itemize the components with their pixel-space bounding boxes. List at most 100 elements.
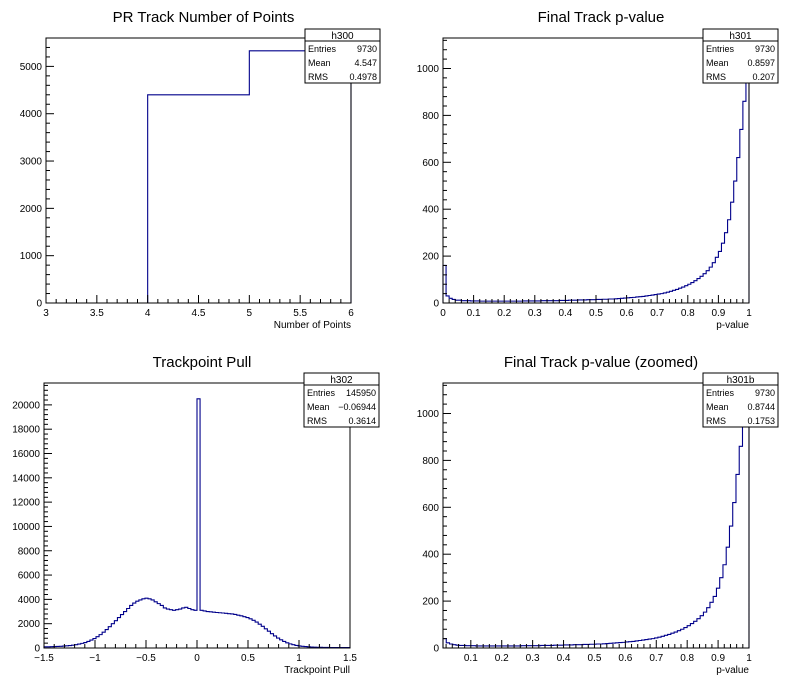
x-tick-label: 4.5 [192,308,206,319]
x-tick-label: −1.5 [34,653,54,664]
stats-value: 9730 [357,44,377,54]
x-axis-label: p-value [716,665,749,676]
y-tick-label: 14000 [12,473,40,484]
chart-pad-1: PR Track Number of Points 3 3.5 4 4.5 5 5.5 6Nu… [20,9,381,331]
x-tick-label: 0.4 [558,308,572,319]
stats-key: RMS [308,72,328,82]
x-tick-label: 0.1 [467,308,481,319]
x-tick-label: 0.1 [464,653,478,664]
stats-box-frame [702,372,779,428]
stats-key: Mean [706,402,729,412]
stats-box: h301b Entries 9730 Mean 0.8744 RMS 0.1753 [702,372,779,428]
stats-value: −0.06944 [338,402,376,412]
x-tick-label: 0.8 [681,308,695,319]
stats-key: RMS [706,72,726,82]
y-tick-label: 0 [34,644,40,655]
stats-histogram-name: h301 [729,31,752,42]
y-tick-label: 1000 [417,64,440,75]
stats-histogram-name: h300 [331,31,354,42]
x-tick-label: 0.5 [588,653,602,664]
y-tick-label: 600 [422,158,439,169]
stats-value: 0.8744 [747,402,775,412]
x-tick-label: 0.9 [711,308,725,319]
stats-value: 0.1753 [747,416,775,426]
stats-box: h302 Entries 145950 Mean −0.06944 RMS 0.3614 [303,372,380,428]
y-tick-label: 6000 [18,571,41,582]
y-tick-label: 400 [422,550,439,561]
x-tick-label: 0 [440,308,446,319]
stats-box-frame [702,28,779,84]
y-tick-label: 400 [422,205,439,216]
x-tick-label: 0.5 [241,653,255,664]
stats-histogram-name: h302 [330,375,353,386]
stats-value: 9730 [755,388,775,398]
y-tick-label: 800 [422,111,439,122]
chart-pad-4: Final Track p-value (zoomed) 0.1 0.2 0.3 0.4… [417,354,779,676]
stats-value: 4.547 [354,58,377,68]
y-tick-label: 200 [422,597,439,608]
stats-value: 0.3614 [348,416,376,426]
stats-key: Entries [706,388,735,398]
y-tick-label: 2000 [18,619,41,630]
x-tick-label: 1 [746,653,752,664]
histogram-line [43,398,351,649]
x-tick-label: 4 [145,308,151,319]
stats-value: 0.8597 [747,58,775,68]
y-tick-label: 4000 [18,595,41,606]
y-tick-label: 0 [433,299,439,310]
stats-key: Entries [706,44,735,54]
stats-key: Entries [308,44,337,54]
plot-frame [442,382,750,649]
stats-box: h300 Entries 9730 Mean 4.547 RMS 0.4978 [304,28,381,84]
x-tick-label: 0 [194,653,200,664]
stats-key: Mean [308,58,331,68]
x-tick-label: 3 [43,308,49,319]
x-tick-label: 1.5 [343,653,357,664]
chart-title: Final Track p-value (zoomed) [504,354,698,371]
y-tick-label: 3000 [20,157,43,168]
stats-box-frame [304,28,381,84]
x-tick-label: 0.2 [497,308,511,319]
y-tick-label: 10000 [12,522,40,533]
chart-title: PR Track Number of Points [113,9,295,26]
y-tick-label: 0 [433,644,439,655]
stats-value: 0.207 [752,72,775,82]
y-tick-label: 1000 [20,251,43,262]
x-tick-label: 0.9 [711,653,725,664]
y-tick-label: 1000 [417,409,440,420]
stats-key: Entries [307,388,336,398]
x-tick-label: 1 [746,308,752,319]
chart-title: Final Track p-value [538,9,665,26]
x-tick-label: 0.6 [620,308,634,319]
x-axis-label: p-value [716,320,749,331]
chart-pad-2: Final Track p-value 0 0.1 0.2 0.3 0.4 0.5 0.6 0.… [417,9,779,331]
x-tick-label: 0.3 [526,653,540,664]
x-tick-label: 5.5 [293,308,307,319]
x-tick-label: 1 [296,653,302,664]
x-tick-label: 0.8 [680,653,694,664]
x-tick-label: 0.4 [557,653,571,664]
x-tick-label: 3.5 [90,308,104,319]
chart-title: Trackpoint Pull [153,354,252,371]
x-tick-label: 5 [247,308,253,319]
x-tick-label: −0.5 [136,653,156,664]
stats-value: 9730 [755,44,775,54]
stats-box: h301 Entries 9730 Mean 0.8597 RMS 0.207 [702,28,779,84]
y-tick-label: 200 [422,252,439,263]
stats-value: 0.4978 [349,72,377,82]
y-tick-label: 16000 [12,449,40,460]
x-tick-label: 0.2 [495,653,509,664]
stats-key: RMS [706,416,726,426]
x-axis-label: Trackpoint Pull [284,665,350,676]
stats-key: Mean [307,402,330,412]
x-tick-label: 0.7 [649,653,663,664]
x-tick-label: 0.3 [528,308,542,319]
stats-box-frame [303,372,380,428]
y-tick-label: 800 [422,456,439,467]
x-tick-label: 6 [348,308,354,319]
y-tick-label: 5000 [20,62,43,73]
x-tick-label: 0.5 [589,308,603,319]
y-tick-label: 2000 [20,204,43,215]
